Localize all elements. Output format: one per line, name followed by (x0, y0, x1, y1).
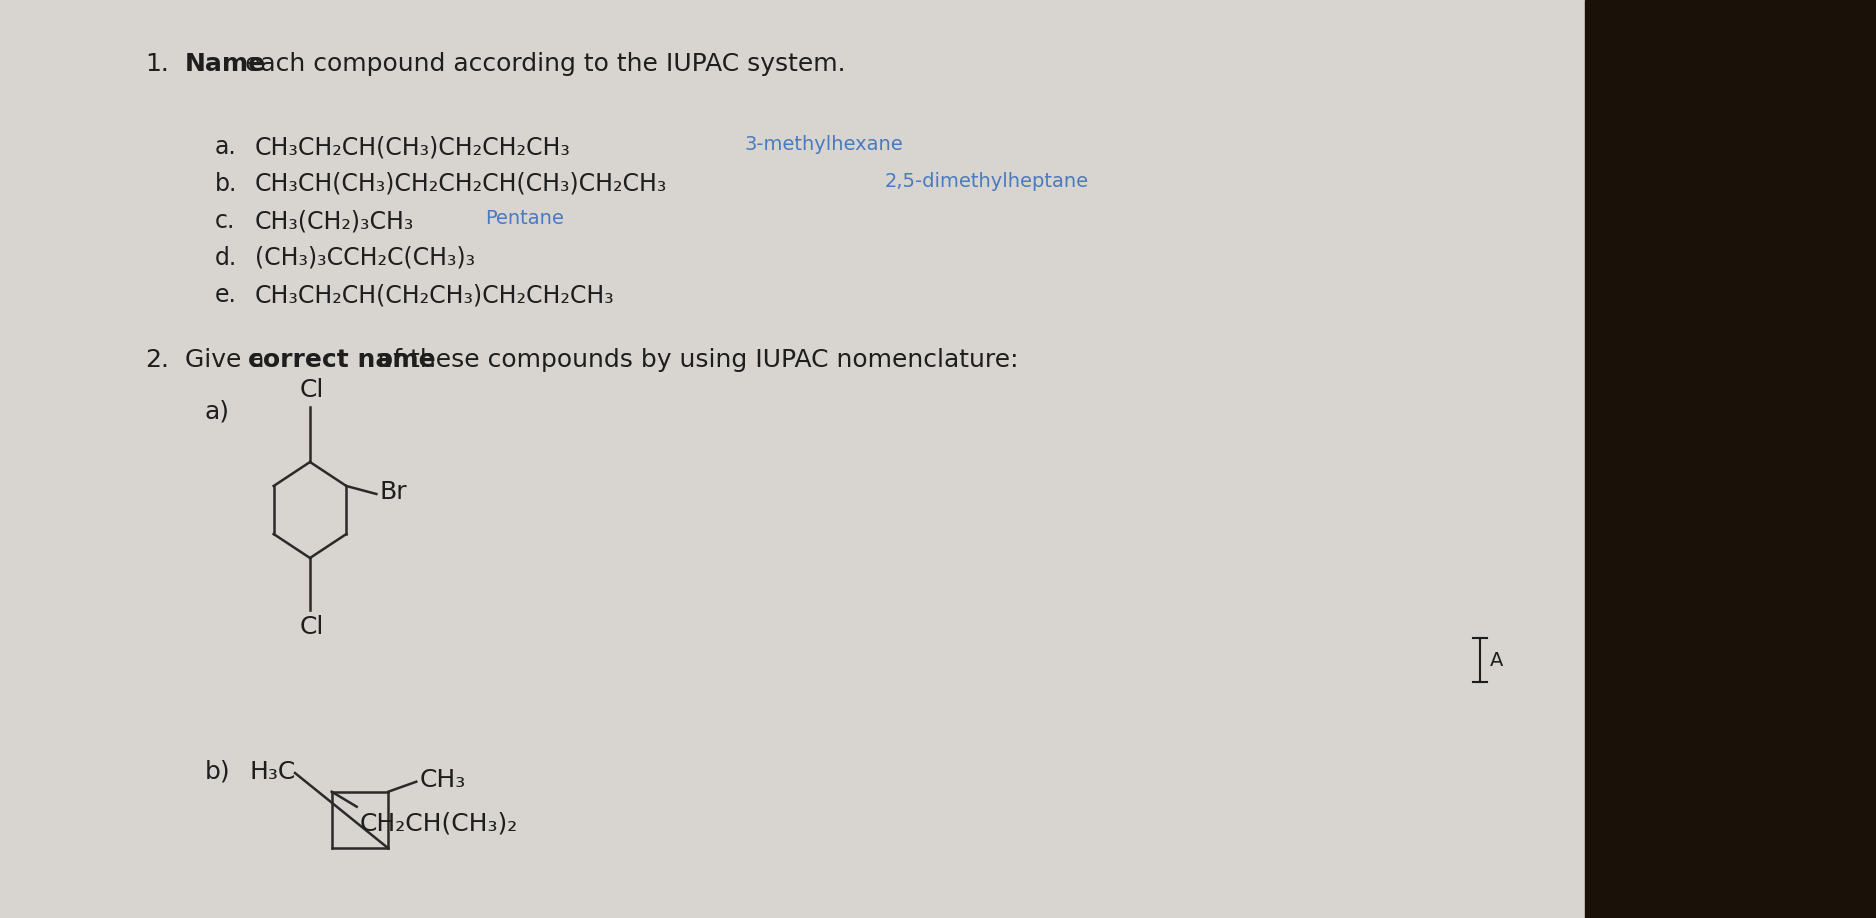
Text: Name: Name (186, 52, 266, 76)
Text: Give a: Give a (186, 348, 272, 372)
Text: 3-methylhexane: 3-methylhexane (745, 135, 904, 154)
Text: c.: c. (216, 209, 234, 233)
Text: e.: e. (216, 283, 236, 307)
Text: A: A (1490, 651, 1503, 669)
Text: H₃C: H₃C (250, 760, 296, 784)
Bar (1585, 0, 1876, 918)
Text: CH₃(CH₂)₃CH₃: CH₃(CH₂)₃CH₃ (255, 209, 415, 233)
Text: b): b) (204, 760, 231, 784)
Text: b.: b. (216, 172, 238, 196)
Text: CH₂CH(CH₃)₂: CH₂CH(CH₃)₂ (360, 812, 518, 835)
Text: CH₃: CH₃ (418, 767, 465, 791)
Text: d.: d. (216, 246, 236, 270)
Text: Cl: Cl (300, 378, 325, 402)
Text: 2.: 2. (144, 348, 169, 372)
Text: (CH₃)₃CCH₂C(CH₃)₃: (CH₃)₃CCH₂C(CH₃)₃ (255, 246, 475, 270)
Text: 1.: 1. (144, 52, 169, 76)
Text: CH₃CH₂CH(CH₂CH₃)CH₂CH₂CH₃: CH₃CH₂CH(CH₂CH₃)CH₂CH₂CH₃ (255, 283, 615, 307)
Text: CH₃CH(CH₃)CH₂CH₂CH(CH₃)CH₂CH₃: CH₃CH(CH₃)CH₂CH₂CH(CH₃)CH₂CH₃ (255, 172, 668, 196)
Text: 2,5-dimethylheptane: 2,5-dimethylheptane (885, 172, 1090, 191)
Text: a): a) (204, 400, 231, 424)
Text: a.: a. (216, 135, 236, 159)
Text: of these compounds by using IUPAC nomenclature:: of these compounds by using IUPAC nomenc… (370, 348, 1019, 372)
Bar (0, 0, 1585, 918)
Text: Cl: Cl (300, 615, 325, 639)
Text: CH₃CH₂CH(CH₃)CH₂CH₂CH₃: CH₃CH₂CH(CH₃)CH₂CH₂CH₃ (255, 135, 570, 159)
Text: Pentane: Pentane (486, 209, 565, 228)
Text: each compound according to the IUPAC system.: each compound according to the IUPAC sys… (236, 52, 846, 76)
Text: Br: Br (379, 480, 407, 504)
Text: correct name: correct name (248, 348, 435, 372)
